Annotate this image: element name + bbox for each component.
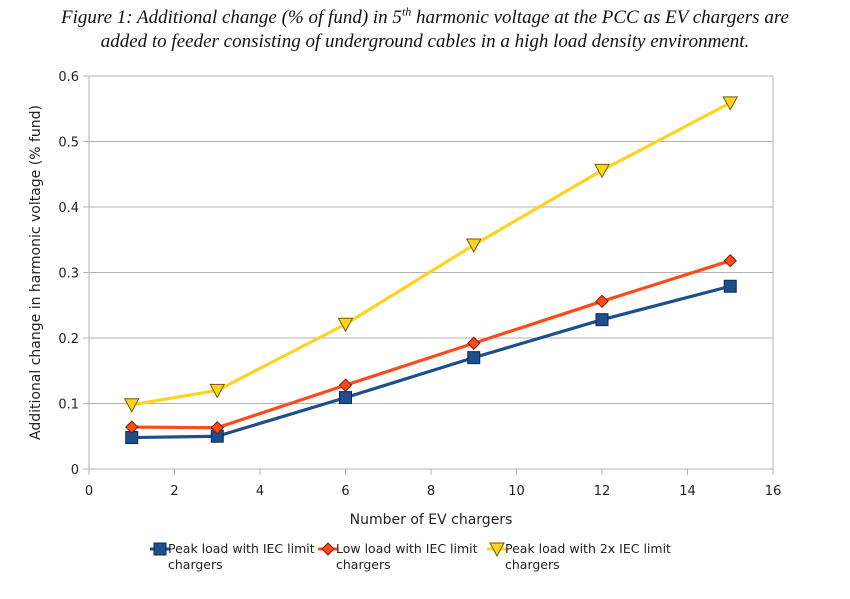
- x-tick-label: 12: [594, 484, 611, 499]
- data-point-square: [339, 391, 352, 405]
- data-point-triangle: [337, 317, 354, 333]
- y-tick-label: 0.4: [58, 201, 79, 216]
- data-point-triangle: [489, 542, 505, 558]
- data-point-square: [723, 279, 737, 293]
- series-1: [125, 279, 737, 445]
- data-point-diamond: [338, 378, 353, 392]
- data-point-diamond: [723, 254, 737, 268]
- caption-text-a: Figure 1: Additional change (% of fund) …: [61, 7, 402, 28]
- caption-text-b: harmonic voltage at the PCC as EV charge…: [411, 7, 789, 28]
- legend-label-line1: Low load with IEC limit: [336, 541, 478, 556]
- data-point-square: [467, 351, 481, 365]
- series-group: [123, 96, 739, 445]
- y-tick-label: 0.5: [58, 136, 79, 151]
- series-2: [125, 254, 737, 435]
- data-point-diamond: [125, 420, 139, 434]
- data-point-triangle: [465, 238, 482, 254]
- x-tick-label: 4: [256, 484, 264, 499]
- legend-label-line2: chargers: [168, 557, 223, 572]
- data-point-diamond: [467, 336, 481, 350]
- y-tick-label: 0.3: [58, 267, 79, 282]
- data-point-diamond: [210, 421, 224, 435]
- series-3: [123, 96, 739, 413]
- y-tick-label: 0: [71, 463, 79, 478]
- figure-caption: Figure 1: Additional change (% of fund) …: [0, 6, 850, 54]
- caption-line-2: added to feeder consisting of undergroun…: [100, 31, 750, 52]
- y-axis-label: Additional change in harmonic voltage (%…: [28, 105, 44, 440]
- series-line: [131, 101, 731, 407]
- caption-superscript: th: [401, 4, 412, 19]
- legend-label-line1: Peak load with 2x IEC limit: [505, 541, 671, 556]
- data-point-square: [595, 313, 609, 327]
- series-line: [131, 259, 731, 430]
- axes: [83, 75, 774, 475]
- data-point-diamond: [321, 542, 335, 556]
- x-tick-label: 14: [679, 484, 696, 499]
- x-tick-label: 2: [170, 484, 178, 499]
- legend-label-line2: chargers: [505, 557, 560, 572]
- x-tick-label: 16: [765, 484, 782, 499]
- x-tick-label: 10: [508, 484, 525, 499]
- series-line: [131, 284, 731, 440]
- x-tick-label: 0: [85, 484, 93, 499]
- data-point-triangle: [722, 96, 739, 111]
- data-point-triangle: [209, 383, 226, 399]
- y-tick-label: 0.2: [58, 332, 79, 347]
- x-tick-label: 8: [427, 484, 435, 499]
- data-point-triangle: [594, 163, 610, 179]
- y-tick-label: 0.1: [58, 398, 79, 413]
- legend-label-line2: chargers: [336, 557, 391, 572]
- data-point-triangle: [123, 398, 140, 413]
- legend-label-line1: Peak load with IEC limit: [168, 541, 315, 556]
- data-point-diamond: [595, 294, 609, 309]
- x-tick-label: 6: [341, 484, 349, 499]
- x-axis-label: Number of EV chargers: [350, 512, 513, 528]
- data-point-square: [153, 542, 167, 556]
- tick-labels: 0 0.1 0.2 0.3 0.4 0.5 0.6 0 2 4 6 8 10 12 14 16: [58, 70, 781, 499]
- y-tick-label: 0.6: [58, 70, 79, 85]
- caption-line-1: Figure 1: Additional change (% of fund) …: [0, 6, 850, 30]
